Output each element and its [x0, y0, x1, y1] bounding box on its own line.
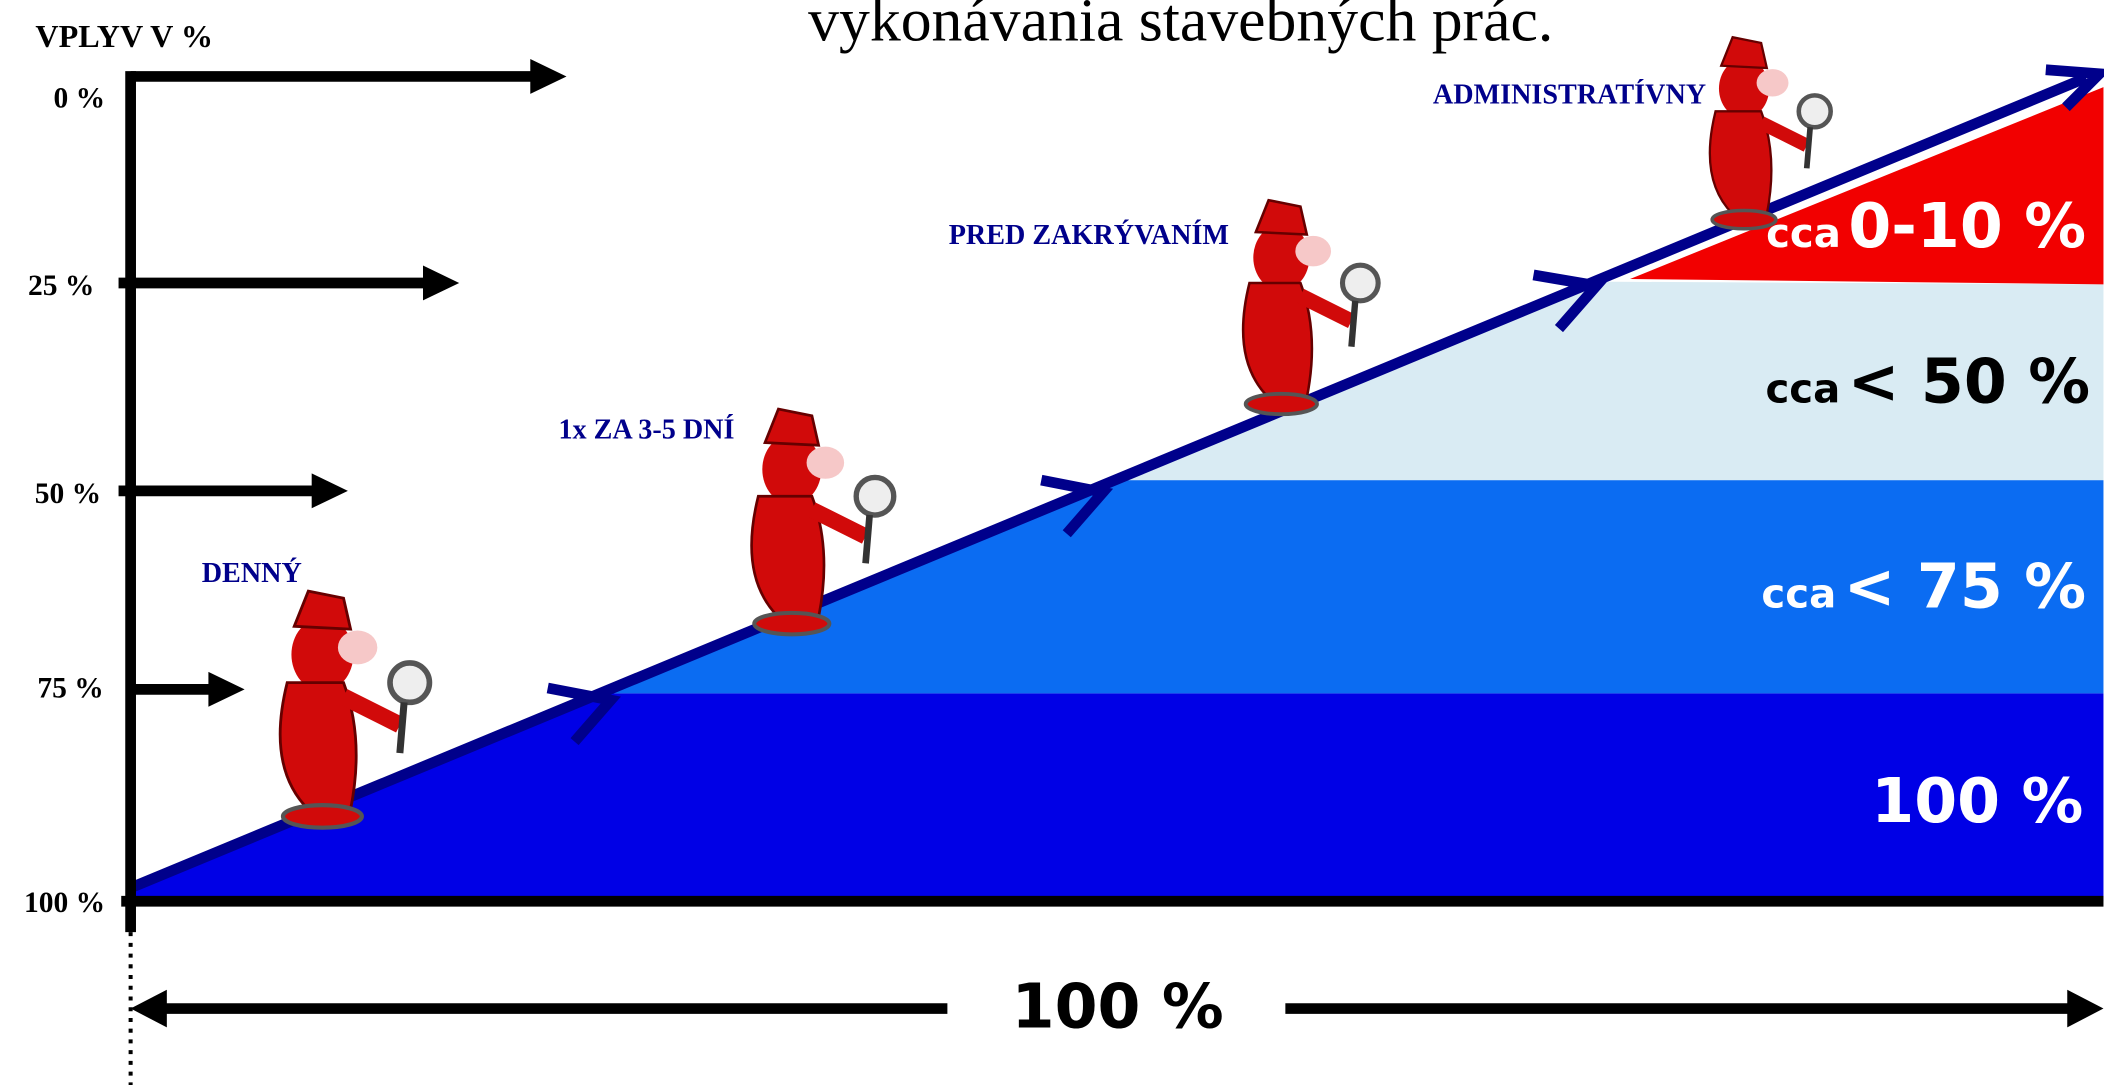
x-axis-label: 100 %	[1012, 970, 1224, 1042]
band-value: 0-10 %	[1848, 190, 2086, 262]
y-tick-label: 25 %	[28, 270, 94, 302]
band-value: 100 %	[1871, 765, 2083, 837]
page: {"title": "vykonávania stavebných prác."…	[0, 0, 2104, 1085]
band-100	[131, 693, 2104, 901]
y-tick-label: 0 %	[54, 82, 106, 114]
stage-label: ADMINISTRATÍVNY	[1433, 79, 1706, 110]
band-value: < 75 %	[1844, 551, 2086, 623]
stage-label: DENNÝ	[202, 558, 302, 589]
y-axis-label: VPLYV V %	[35, 18, 213, 54]
title: vykonávania stavebných prác.	[808, 0, 1553, 54]
y-tick-label: 75 %	[37, 672, 103, 704]
y-tick-label: 100 %	[24, 887, 105, 919]
band-value: < 50 %	[1848, 345, 2090, 417]
stage-label: PRED ZAKRÝVANÍM	[949, 220, 1229, 251]
diagram: vykonávania stavebných prác. VPLYV V % 0…	[0, 0, 2104, 1085]
y-tick-label: 50 %	[35, 478, 101, 510]
band-prefix: cca	[1766, 211, 1841, 257]
y-ticks: 0 % 25 % 50 % 75 % 100 %	[24, 82, 105, 919]
band-prefix: cca	[1765, 366, 1840, 412]
band-label: cca 0-10 %	[1766, 190, 2086, 262]
band-prefix: cca	[1761, 572, 1836, 618]
stage-label: 1x ZA 3-5 DNÍ	[558, 415, 734, 446]
inspector-figure	[1710, 37, 1831, 229]
